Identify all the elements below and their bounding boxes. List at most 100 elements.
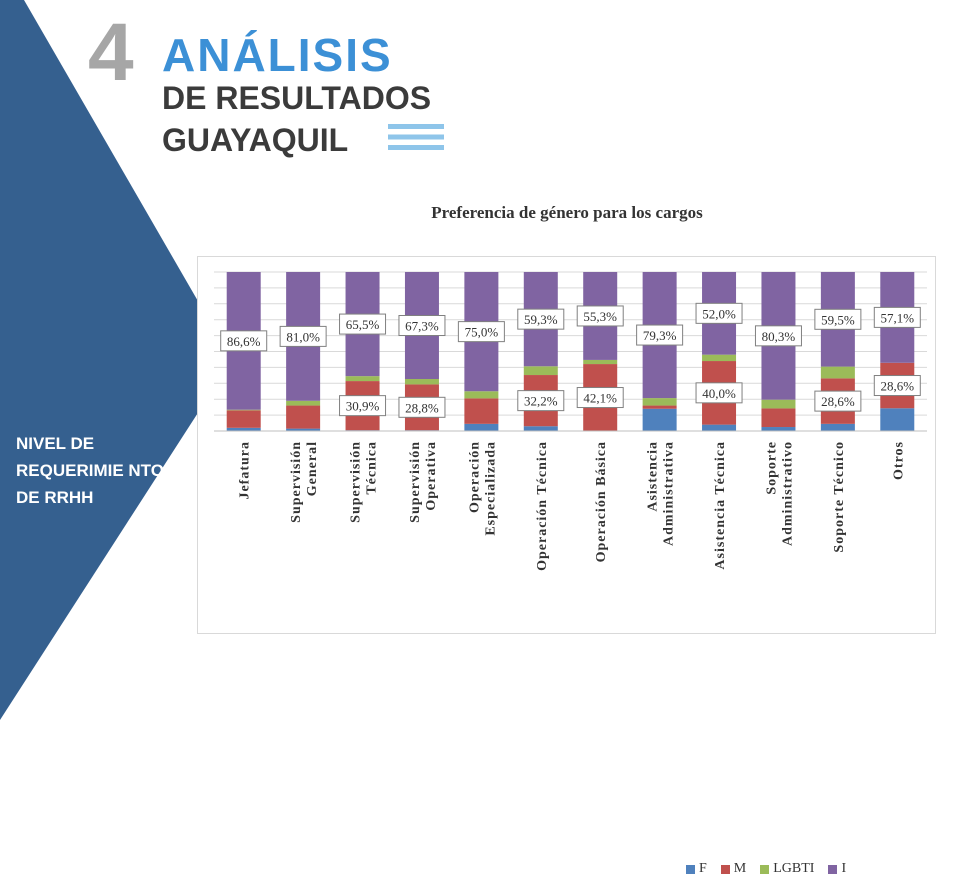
stacked-bar-chart: 86,6%Jefatura81,0%SupervisiónGeneral65,5…: [214, 271, 927, 571]
data-label-box: [754, 325, 802, 347]
legend-label-m: M: [733, 861, 747, 876]
bar-lgbti: [226, 409, 261, 411]
data-label: 57,1%: [880, 310, 914, 325]
bar-m: [226, 410, 261, 428]
legend-swatch-lgbti: [760, 864, 770, 874]
data-label: 67,3%: [405, 319, 439, 334]
category-label-line: Asistencia: [646, 441, 661, 512]
legend-item-lgbti: LGBTI: [760, 861, 814, 877]
legend-item-m: M: [720, 861, 747, 877]
guayaquil-flag-icon: [388, 124, 444, 156]
data-label-box: [339, 395, 387, 417]
data-label-box: [814, 308, 862, 330]
bar-f: [226, 427, 261, 431]
data-label-box: [695, 302, 743, 324]
category-label-line: General: [305, 441, 320, 496]
chart-legend: F M LGBTI I: [686, 861, 846, 877]
data-label: 52,0%: [702, 306, 736, 321]
category-label: Soporte Técnico: [832, 441, 847, 553]
sidebar-triangle: [0, 0, 232, 720]
data-label-box: [339, 313, 387, 335]
data-label: 59,3%: [524, 312, 558, 327]
legend-label-i: I: [841, 861, 847, 876]
data-label: 28,6%: [821, 394, 855, 409]
category-label-line: Técnica: [365, 441, 380, 495]
bar-lgbti: [820, 366, 855, 379]
bar-lgbti: [702, 354, 737, 362]
data-label: 79,3%: [643, 328, 677, 343]
bar-f: [820, 423, 855, 431]
data-label: 81,0%: [286, 329, 320, 344]
bar-f: [702, 424, 737, 431]
category-label-line: Operación: [467, 441, 482, 513]
bar-f: [286, 428, 321, 431]
data-label: 28,8%: [405, 400, 439, 415]
data-label: 75,0%: [465, 325, 499, 340]
legend-label-lgbti: LGBTI: [773, 861, 815, 876]
data-label-box: [398, 315, 446, 337]
bar-f: [761, 427, 796, 431]
data-label: 65,5%: [346, 317, 380, 332]
data-label-box: [398, 396, 446, 418]
section-number: 4: [88, 7, 134, 98]
category-label: Jefatura: [238, 441, 253, 500]
legend-swatch-m: [720, 864, 730, 874]
page-subtitle: DE RESULTADOS: [162, 80, 432, 116]
bar-lgbti: [761, 399, 796, 409]
category-label: SupervisiónGeneral: [289, 441, 320, 523]
bar-lgbti: [523, 366, 558, 376]
legend-item-i: I: [828, 861, 846, 877]
bar-lgbti: [642, 398, 677, 406]
data-label: 55,3%: [583, 309, 617, 324]
data-label-box: [576, 305, 624, 327]
legend-swatch-f: [686, 864, 695, 874]
category-label: Otros: [891, 441, 906, 480]
data-label: 32,2%: [524, 394, 558, 409]
sidebar-label: NIVEL DE REQUERIMIE NTO DE RRHH: [16, 434, 164, 507]
data-label: 40,0%: [702, 386, 736, 401]
bar-m: [761, 408, 796, 428]
data-label-box: [814, 390, 862, 412]
category-label: Operación Básica: [594, 441, 609, 562]
data-label: 86,6%: [227, 334, 261, 349]
data-label-box: [517, 308, 565, 330]
category-label-line: Soporte: [764, 441, 779, 495]
category-label: SupervisiónOperativa: [408, 441, 439, 523]
data-label: 59,5%: [821, 312, 855, 327]
bar-f: [464, 423, 499, 431]
bar-lgbti: [583, 359, 618, 365]
category-label-line: Supervisión: [349, 441, 364, 523]
data-label-box: [695, 382, 743, 404]
data-label: 80,3%: [762, 329, 796, 344]
category-label-line: Operativa: [424, 441, 439, 511]
bar-m: [642, 405, 677, 409]
category-label-line: Administrativa: [662, 441, 677, 546]
data-label-box: [873, 375, 921, 397]
category-label-line: Administrativo: [780, 441, 795, 546]
bar-lgbti: [345, 376, 380, 382]
chart-title: Preferencia de género para los cargos: [431, 203, 703, 222]
data-label-box: [873, 306, 921, 328]
category-label: AsistenciaAdministrativa: [646, 441, 677, 546]
category-label-line: Especializada: [483, 441, 498, 536]
page-title: ANÁLISIS: [162, 29, 393, 81]
bar-lgbti: [464, 391, 499, 399]
category-label: Operación Técnica: [535, 441, 550, 571]
bar-lgbti: [404, 379, 439, 385]
city-name: GUAYAQUIL: [162, 122, 349, 158]
category-label: SupervisiónTécnica: [349, 441, 380, 523]
data-label-box: [576, 387, 624, 409]
data-label-box: [279, 325, 327, 347]
bar-lgbti: [286, 400, 321, 406]
category-label: Asistencia Técnica: [713, 441, 728, 570]
category-label-line: Supervisión: [408, 441, 423, 523]
bar-f: [880, 408, 915, 431]
data-label: 30,9%: [346, 399, 380, 414]
data-label-box: [220, 330, 268, 352]
category-label: OperaciónEspecializada: [467, 441, 498, 536]
legend-swatch-i: [828, 864, 838, 874]
bar-m: [464, 398, 499, 424]
data-label: 42,1%: [583, 391, 617, 406]
legend-label-f: F: [699, 861, 707, 876]
data-label: 28,6%: [880, 379, 914, 394]
